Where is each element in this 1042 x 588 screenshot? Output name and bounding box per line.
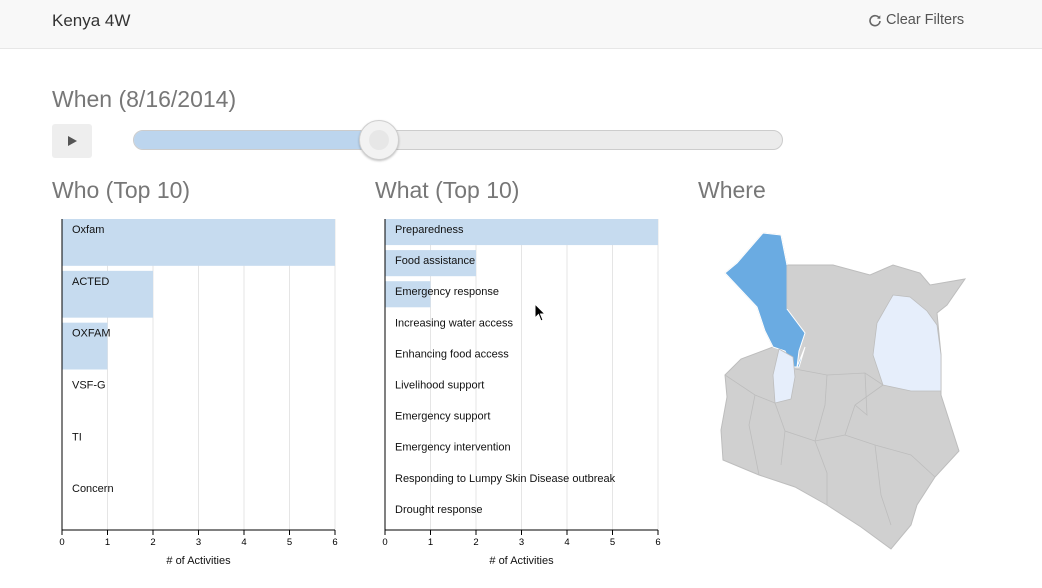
who-chart: Oxfam ACTED OXFAM VSF-G TI Concern 0 1 2 3 4 5 6 # of… bbox=[59, 219, 338, 567]
who-bar-label[interactable]: ACTED bbox=[72, 276, 109, 288]
who-x-tick-label: 4 bbox=[241, 537, 246, 548]
slider-fill bbox=[134, 131, 381, 149]
who-bar[interactable] bbox=[62, 219, 335, 266]
what-bar-label[interactable]: Emergency support bbox=[395, 411, 490, 423]
what-x-tick-label: 2 bbox=[473, 537, 478, 548]
who-x-tick-label: 1 bbox=[105, 537, 110, 548]
who-bar[interactable] bbox=[62, 322, 108, 370]
what-bar-label[interactable]: Preparedness bbox=[395, 224, 464, 236]
what-bar-label[interactable]: Enhancing food access bbox=[395, 348, 509, 360]
who-x-axis-label: # of Activities bbox=[166, 555, 231, 567]
who-bar-label[interactable]: Oxfam bbox=[72, 224, 104, 236]
what-bar-label[interactable]: Food assistance bbox=[395, 255, 475, 267]
mouse-cursor-icon bbox=[534, 303, 547, 322]
navbar: Kenya 4W Clear Filters bbox=[0, 0, 1042, 49]
app-title[interactable]: Kenya 4W bbox=[52, 11, 131, 30]
what-bar[interactable] bbox=[385, 281, 431, 308]
what-bar-label[interactable]: Responding to Lumpy Skin Disease outbrea… bbox=[395, 473, 616, 485]
what-bar-label[interactable]: Increasing water access bbox=[395, 317, 513, 329]
map-region-selected[interactable] bbox=[724, 232, 806, 368]
what-chart: Preparedness Food assistance Emergency res… bbox=[382, 219, 661, 567]
who-x-tick-label: 3 bbox=[196, 537, 201, 548]
what-x-tick-label: 0 bbox=[382, 537, 387, 548]
play-icon bbox=[68, 136, 77, 146]
what-x-tick-label: 3 bbox=[519, 537, 524, 548]
slider-handle[interactable] bbox=[359, 120, 400, 160]
who-x-tick-label: 0 bbox=[59, 537, 64, 548]
what-bar-label[interactable]: Emergency response bbox=[395, 286, 499, 298]
what-x-tick-label: 5 bbox=[610, 537, 615, 548]
what-x-axis-label: # of Activities bbox=[489, 555, 554, 567]
who-x-tick-label: 5 bbox=[287, 537, 292, 548]
what-bar[interactable] bbox=[385, 250, 476, 277]
what-bar-label[interactable]: Drought response bbox=[395, 504, 482, 516]
when-title: When (8/16/2014) bbox=[52, 86, 237, 112]
who-bar-label[interactable]: Concern bbox=[72, 483, 114, 495]
map-region-light-east[interactable] bbox=[872, 294, 942, 392]
date-slider[interactable] bbox=[133, 130, 783, 150]
where-title: Where bbox=[698, 177, 766, 203]
who-title: Who (Top 10) bbox=[52, 177, 191, 203]
who-x-tick-label: 2 bbox=[150, 537, 155, 548]
who-bar-label[interactable]: TI bbox=[72, 431, 82, 443]
map-borders bbox=[724, 265, 936, 526]
who-bar-label[interactable]: VSF-G bbox=[72, 380, 106, 392]
what-bar-label[interactable]: Livelihood support bbox=[395, 380, 484, 392]
what-x-tick-label: 6 bbox=[655, 537, 660, 548]
who-bar[interactable] bbox=[62, 270, 153, 318]
what-bar[interactable] bbox=[385, 219, 658, 246]
who-x-tick-label: 6 bbox=[332, 537, 337, 548]
what-x-tick-label: 1 bbox=[428, 537, 433, 548]
map-region-light-west[interactable] bbox=[772, 348, 796, 404]
clear-filters-button[interactable]: Clear Filters bbox=[868, 12, 964, 28]
kenya-map bbox=[720, 232, 967, 550]
who-bar-label[interactable]: OXFAM bbox=[72, 328, 111, 340]
refresh-icon bbox=[869, 14, 881, 27]
what-x-tick-label: 4 bbox=[564, 537, 569, 548]
clear-filters-label: Clear Filters bbox=[886, 12, 965, 28]
play-button[interactable] bbox=[52, 124, 92, 158]
what-bar-label[interactable]: Emergency intervention bbox=[395, 442, 511, 454]
what-title: What (Top 10) bbox=[375, 177, 520, 203]
